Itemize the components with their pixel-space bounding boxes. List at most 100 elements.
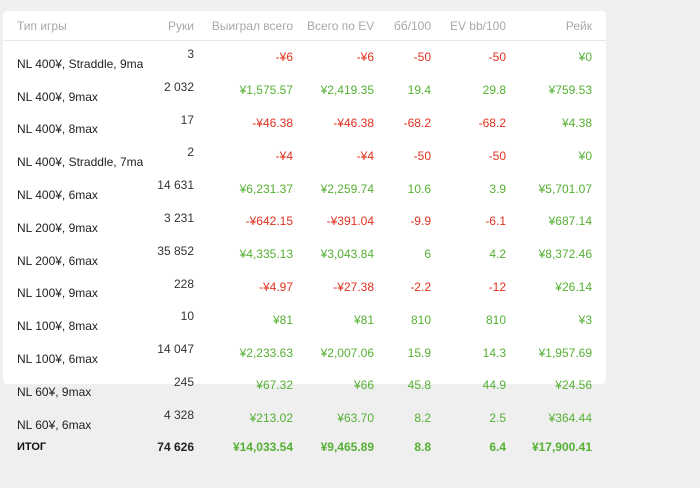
stats-table: Тип игры Руки Выиграл всего Всего по EV … xyxy=(3,11,606,459)
cell-hands: 245 xyxy=(173,374,194,389)
cell-ev-bb100: -6.1 xyxy=(485,214,506,229)
table-row[interactable]: NL 400¥, 9max 2 032 ¥1,575.57 ¥2,419.35 19.4… xyxy=(3,74,606,107)
table-body: NL 400¥, Straddle, 9max 3 -¥6 -¥6 -50 -50 ¥0 NL… xyxy=(3,41,606,459)
cell-game-type: NL 400¥, Straddle, 9max xyxy=(17,56,143,71)
cell-game-type: NL 200¥, 6max xyxy=(17,253,98,268)
cell-ev-bb100: -50 xyxy=(488,148,506,163)
table-row[interactable]: NL 100¥, 8max 10 ¥81 ¥81 810 810 ¥3 xyxy=(3,303,606,336)
cell-bb100: 6 xyxy=(424,247,431,262)
total-ev: ¥9,465.89 xyxy=(320,439,374,454)
cell-ev-total: ¥2,259.74 xyxy=(320,181,374,196)
cell-bb100: -50 xyxy=(413,50,431,65)
table-header-row: Тип игры Руки Выиграл всего Всего по EV … xyxy=(3,11,606,41)
cell-game-type: NL 400¥, 8max xyxy=(17,122,98,137)
table-row[interactable]: NL 400¥, Straddle, 9max 3 -¥6 -¥6 -50 -50 ¥0 xyxy=(3,41,606,74)
cell-game-type: NL 60¥, 9max xyxy=(17,384,92,399)
cell-bb100: -50 xyxy=(413,148,431,163)
cell-hands: 3 231 xyxy=(163,210,194,225)
header-rake[interactable]: Рейк xyxy=(520,11,606,41)
cell-game-type: NL 400¥, Straddle, 7max xyxy=(17,155,143,170)
cell-rake: ¥5,701.07 xyxy=(538,181,592,196)
cell-rake: ¥1,957.69 xyxy=(538,345,592,360)
table-row[interactable]: NL 200¥, 9max 3 231 -¥642.15 -¥391.04 -9.9 -6… xyxy=(3,205,606,238)
cell-ev-bb100: 810 xyxy=(485,312,506,327)
stats-card: Тип игры Руки Выиграл всего Всего по EV … xyxy=(3,11,606,454)
total-label: ИТОГ xyxy=(17,440,47,453)
cell-won-total: -¥4.97 xyxy=(258,279,293,294)
table-row[interactable]: NL 400¥, Straddle, 7max 2 -¥4 -¥4 -50 -50 ¥0 xyxy=(3,139,606,172)
cell-ev-total: ¥2,007.06 xyxy=(320,345,374,360)
cell-ev-bb100: -50 xyxy=(488,50,506,65)
cell-hands: 10 xyxy=(180,309,194,324)
cell-ev-bb100: -68.2 xyxy=(478,115,506,130)
cell-rake: ¥687.14 xyxy=(548,214,592,229)
table-row[interactable]: NL 60¥, 9max 245 ¥67.32 ¥66 45.8 44.9 ¥24.56 xyxy=(3,369,606,402)
cell-ev-total: -¥4 xyxy=(356,148,374,163)
cell-rake: ¥4.38 xyxy=(561,115,592,130)
total-won: ¥14,033.54 xyxy=(232,439,293,454)
table-row[interactable]: NL 100¥, 9max 228 -¥4.97 -¥27.38 -2.2 -12 ¥26.… xyxy=(3,271,606,304)
cell-won-total: ¥81 xyxy=(272,312,293,327)
total-rake: ¥17,900.41 xyxy=(531,439,592,454)
cell-won-total: ¥4,335.13 xyxy=(239,247,293,262)
header-ev-total[interactable]: Всего по EV xyxy=(307,11,388,41)
cell-bb100: 15.9 xyxy=(407,345,431,360)
cell-ev-total: -¥27.38 xyxy=(333,279,374,294)
header-won-total[interactable]: Выиграл всего xyxy=(208,11,307,41)
cell-bb100: -68.2 xyxy=(403,115,431,130)
cell-hands: 35 852 xyxy=(157,243,194,258)
cell-won-total: ¥67.32 xyxy=(256,378,293,393)
table-row[interactable]: NL 100¥, 6max 14 047 ¥2,233.63 ¥2,007.06 15.… xyxy=(3,336,606,369)
cell-ev-total: -¥391.04 xyxy=(326,214,374,229)
table-row[interactable]: NL 400¥, 6max 14 631 ¥6,231.37 ¥2,259.74 10.… xyxy=(3,172,606,205)
cell-ev-total: ¥3,043.84 xyxy=(320,247,374,262)
cell-ev-total: ¥2,419.35 xyxy=(320,83,374,98)
cell-bb100: 10.6 xyxy=(407,181,431,196)
cell-ev-bb100: 2.5 xyxy=(489,411,506,426)
cell-game-type: NL 100¥, 6max xyxy=(17,351,98,366)
cell-bb100: 19.4 xyxy=(407,83,431,98)
cell-game-type: NL 100¥, 8max xyxy=(17,319,98,334)
table-row[interactable]: NL 60¥, 6max 4 328 ¥213.02 ¥63.70 8.2 2.5 ¥364… xyxy=(3,402,606,435)
total-hands: 74 626 xyxy=(157,439,194,454)
cell-won-total: -¥642.15 xyxy=(245,214,293,229)
cell-won-total: -¥6 xyxy=(275,50,293,65)
header-bb100[interactable]: бб/100 xyxy=(388,11,445,41)
cell-hands: 3 xyxy=(187,47,194,61)
cell-bb100: 45.8 xyxy=(407,378,431,393)
cell-won-total: -¥4 xyxy=(275,148,293,163)
cell-game-type: NL 400¥, 9max xyxy=(17,89,98,104)
cell-rake: ¥3 xyxy=(578,312,592,327)
cell-ev-bb100: 44.9 xyxy=(482,378,506,393)
cell-rake: ¥24.56 xyxy=(555,378,592,393)
cell-ev-total: ¥63.70 xyxy=(337,411,374,426)
total-row: ИТОГ 74 626 ¥14,033.54 ¥9,465.89 8.8 6.4… xyxy=(3,435,606,459)
cell-hands: 228 xyxy=(173,276,194,291)
cell-won-total: ¥2,233.63 xyxy=(239,345,293,360)
total-ev-bb100: 6.4 xyxy=(489,439,506,454)
cell-bb100: 810 xyxy=(410,312,431,327)
header-game-type[interactable]: Тип игры xyxy=(3,11,143,41)
cell-rake: ¥0 xyxy=(578,148,592,163)
total-bb100: 8.8 xyxy=(414,439,431,454)
header-ev-bb100[interactable]: EV bb/100 xyxy=(445,11,520,41)
cell-hands: 14 047 xyxy=(157,342,194,357)
cell-hands: 2 xyxy=(187,145,194,160)
cell-rake: ¥8,372.46 xyxy=(538,247,592,262)
table-row[interactable]: NL 400¥, 8max 17 -¥46.38 -¥46.38 -68.2 -68.2 ¥… xyxy=(3,107,606,140)
cell-won-total: ¥6,231.37 xyxy=(239,181,293,196)
cell-ev-total: ¥66 xyxy=(353,378,374,393)
cell-ev-total: -¥46.38 xyxy=(333,115,374,130)
header-hands[interactable]: Руки xyxy=(143,11,208,41)
cell-won-total: -¥46.38 xyxy=(252,115,293,130)
cell-game-type: NL 400¥, 6max xyxy=(17,187,98,202)
cell-ev-bb100: 29.8 xyxy=(482,83,506,98)
cell-ev-bb100: -12 xyxy=(488,279,506,294)
cell-bb100: -2.2 xyxy=(410,279,431,294)
cell-hands: 2 032 xyxy=(163,79,194,94)
table-row[interactable]: NL 200¥, 6max 35 852 ¥4,335.13 ¥3,043.84 6 4.… xyxy=(3,238,606,271)
cell-hands: 4 328 xyxy=(163,407,194,422)
cell-rake: ¥0 xyxy=(578,50,592,65)
cell-bb100: 8.2 xyxy=(414,411,431,426)
cell-ev-total: ¥81 xyxy=(353,312,374,327)
